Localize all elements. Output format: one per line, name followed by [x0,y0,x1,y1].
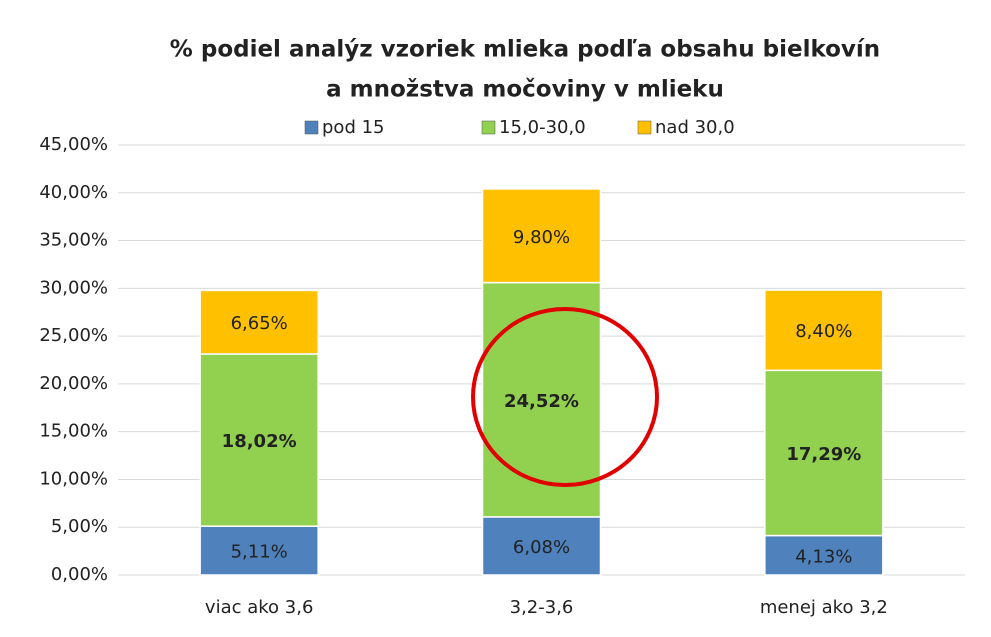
bar-segment [764,369,884,537]
chart-title: % podiel analýz vzoriek mlieka podľa obs… [170,37,880,63]
bar-segment [764,534,884,576]
y-tick-label: 30,00% [39,277,108,298]
x-tick-label: viac ako 3,6 [205,597,313,618]
y-tick-label: 20,00% [39,373,108,394]
value-label: 4,13% [795,546,852,567]
legend-label: nad 30,0 [655,117,735,138]
value-label: 9,80% [513,227,570,248]
legend-label: pod 15 [322,117,385,138]
y-tick-label: 25,00% [39,325,108,346]
x-tick-label: 3,2-3,6 [510,597,574,618]
legend-swatch [481,120,496,135]
y-tick-label: 40,00% [39,182,108,203]
legend-swatch [304,120,319,135]
y-tick-label: 0,00% [51,564,108,585]
bar-segment [199,289,319,355]
bar-segment [199,353,319,527]
chart-title: a množstva močoviny v mlieku [326,77,724,103]
value-label: 6,65% [231,313,288,334]
value-label: 18,02% [222,431,297,452]
bar-segment [481,188,602,284]
bar-segment [764,289,884,372]
value-label: 6,08% [513,537,570,558]
legend-swatch [637,120,652,135]
legend-label: 15,0-30,0 [499,117,586,138]
y-tick-label: 5,00% [51,516,108,537]
y-tick-label: 35,00% [39,230,108,251]
value-label: 24,52% [504,391,579,412]
x-tick-label: menej ako 3,2 [760,597,888,618]
bar-segment [481,281,602,518]
bar-segment [481,516,602,576]
value-label: 5,11% [231,542,288,563]
y-tick-label: 15,00% [39,421,108,442]
highlight-circle [471,307,659,487]
y-tick-label: 10,00% [39,468,108,489]
bar-segment [199,525,319,576]
value-label: 17,29% [786,444,861,465]
y-tick-label: 45,00% [39,134,108,155]
value-label: 8,40% [795,321,852,342]
